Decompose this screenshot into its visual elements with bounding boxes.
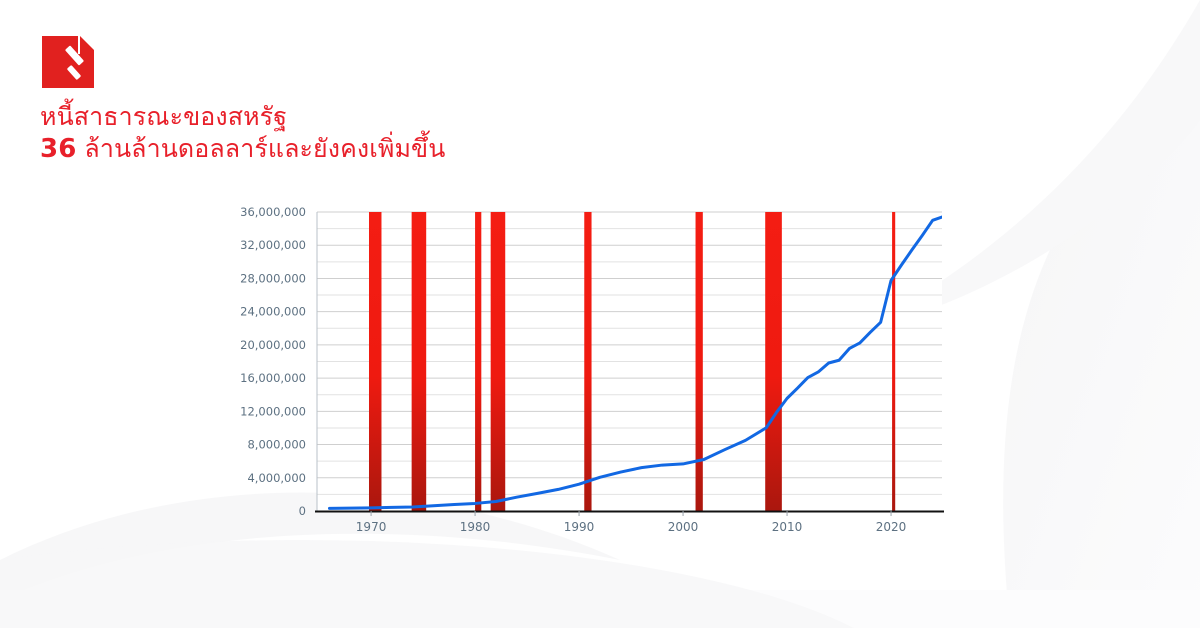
headline: หนี้สาธารณะของสหรัฐ 36 ล้านล้านดอลลาร์แล… xyxy=(40,102,445,165)
headline-line-2-rest: ล้านล้านดอลลาร์และยังคงเพิ่มขึ้น xyxy=(76,133,446,163)
recession-band xyxy=(411,212,427,511)
y-tick-label: 36,000,000 xyxy=(240,205,306,219)
x-tick-label: 2020 xyxy=(876,520,907,534)
headline-number: 36 xyxy=(40,133,77,164)
recession-bands xyxy=(368,212,896,511)
y-tick-label: 20,000,000 xyxy=(240,338,306,352)
chart-canvas: 0 4,000,000 8,000,000 12,000,000 16,000,000 2… xyxy=(240,205,944,534)
y-tick-label: 24,000,000 xyxy=(240,305,306,319)
x-axis-tick-labels: 1970 1980 1990 2000 2010 2020 xyxy=(356,520,907,534)
debt-chart: 0 4,000,000 8,000,000 12,000,000 16,000,000 2… xyxy=(230,190,970,540)
y-tick-label: 16,000,000 xyxy=(240,371,306,385)
x-tick-label: 1990 xyxy=(564,520,595,534)
header: หนี้สาธารณะของสหรัฐ 36 ล้านล้านดอลลาร์แล… xyxy=(40,34,445,165)
x-tick-label: 2000 xyxy=(668,520,699,534)
headline-line-1: หนี้สาธารณะของสหรัฐ xyxy=(40,102,288,131)
x-tick-label: 1970 xyxy=(356,520,387,534)
headline-line-2: 36 ล้านล้านดอลลาร์และยังคงเพิ่มขึ้น xyxy=(40,134,445,166)
recession-band xyxy=(765,212,782,511)
y-tick-label: 32,000,000 xyxy=(240,238,306,252)
recession-band xyxy=(695,212,703,511)
y-tick-label: 12,000,000 xyxy=(240,404,306,418)
y-axis-tick-labels: 0 4,000,000 8,000,000 12,000,000 16,000,000 2… xyxy=(240,205,306,518)
y-tick-label: 0 xyxy=(299,504,306,518)
publisher-mark-icon xyxy=(42,36,94,88)
y-tick-label: 4,000,000 xyxy=(247,471,306,485)
y-tick-label: 28,000,000 xyxy=(240,271,306,285)
x-tick-label: 2010 xyxy=(772,520,803,534)
recession-band xyxy=(584,212,592,511)
recession-band xyxy=(892,212,896,511)
recession-band xyxy=(490,212,506,511)
x-tick-label: 1980 xyxy=(460,520,491,534)
y-tick-label: 8,000,000 xyxy=(247,438,306,452)
recession-band xyxy=(368,212,382,511)
recession-band xyxy=(475,212,482,511)
